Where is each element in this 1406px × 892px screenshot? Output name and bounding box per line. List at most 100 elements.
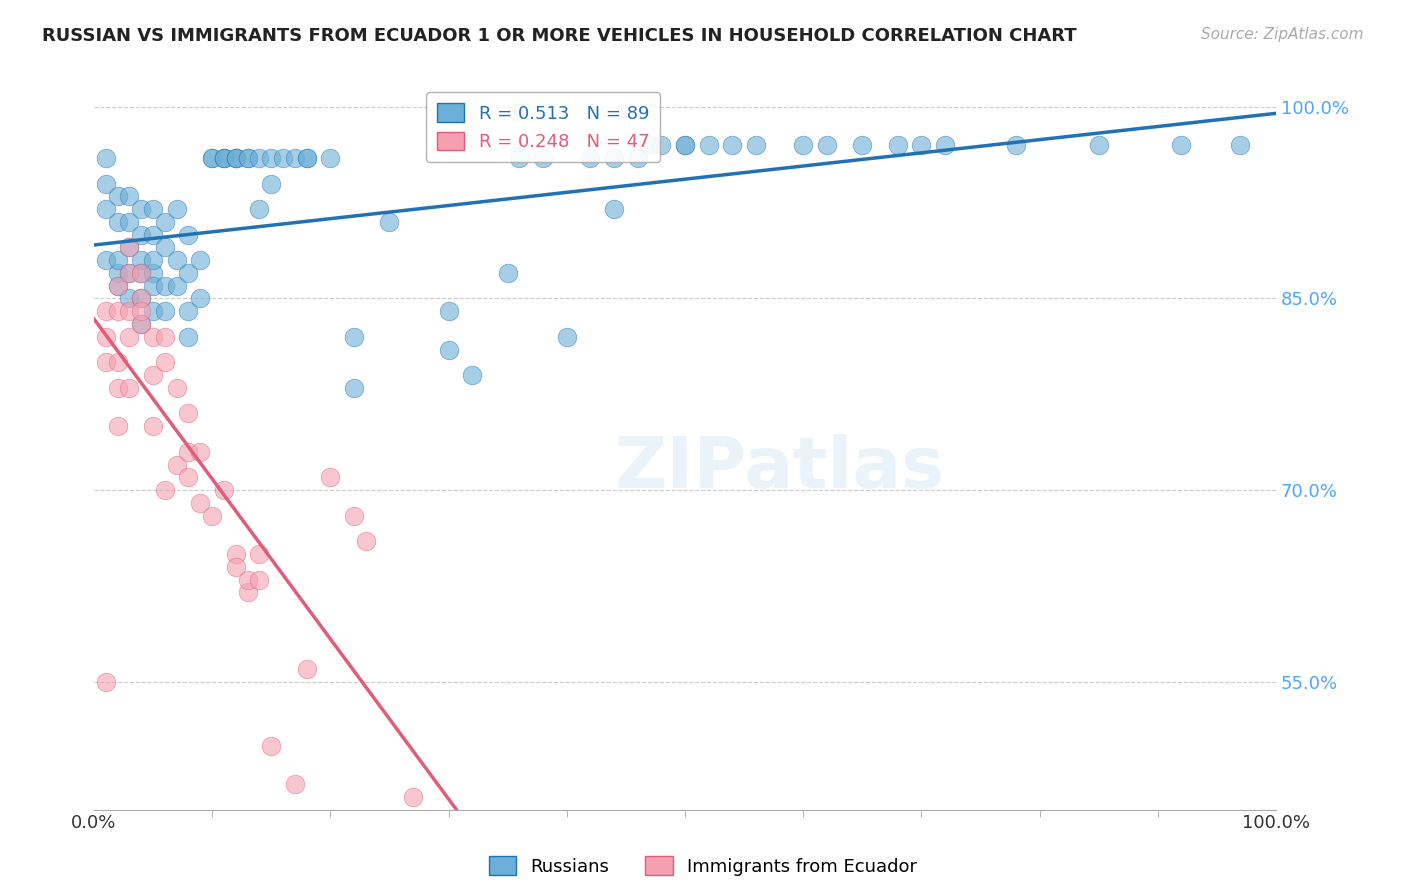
Point [673,138,696,153]
Point [129,202,152,216]
Point [107,215,129,229]
Point [260,177,283,191]
Point [343,508,366,523]
Point [910,138,932,153]
Point [129,253,152,268]
Point [118,266,141,280]
Point [118,240,141,254]
Legend: R = 0.513   N = 89, R = 0.248   N = 47: R = 0.513 N = 89, R = 0.248 N = 47 [426,93,659,161]
Point [107,278,129,293]
Point [319,470,342,484]
Point [249,151,271,165]
Point [249,202,271,216]
Point [94,330,117,344]
Point [1005,138,1028,153]
Point [354,534,377,549]
Point [225,151,247,165]
Point [118,215,141,229]
Point [603,202,626,216]
Point [201,151,224,165]
Point [188,445,211,459]
Point [118,240,141,254]
Point [319,151,342,165]
Point [129,292,152,306]
Point [177,445,200,459]
Point [142,278,165,293]
Text: RUSSIAN VS IMMIGRANTS FROM ECUADOR 1 OR MORE VEHICLES IN HOUSEHOLD CORRELATION C: RUSSIAN VS IMMIGRANTS FROM ECUADOR 1 OR … [42,27,1077,45]
Point [260,151,283,165]
Point [107,278,129,293]
Point [129,266,152,280]
Point [142,266,165,280]
Point [118,330,141,344]
Point [153,330,176,344]
Point [201,508,224,523]
Point [129,266,152,280]
Point [461,368,484,383]
Point [236,151,259,165]
Point [166,381,188,395]
Point [107,189,129,203]
Point [118,189,141,203]
Point [225,151,247,165]
Point [153,240,176,254]
Point [177,266,200,280]
Point [1087,138,1109,153]
Point [129,304,152,318]
Point [555,330,578,344]
Point [142,368,165,383]
Point [107,304,129,318]
Point [697,138,720,153]
Text: ZIPatlas: ZIPatlas [614,434,945,503]
Point [295,151,318,165]
Point [343,330,366,344]
Point [212,151,235,165]
Point [107,266,129,280]
Point [94,304,117,318]
Point [129,317,152,331]
Point [107,253,129,268]
Point [177,330,200,344]
Point [166,202,188,216]
Point [745,138,768,153]
Point [343,381,366,395]
Point [94,202,117,216]
Point [260,739,283,753]
Point [177,470,200,484]
Text: Source: ZipAtlas.com: Source: ZipAtlas.com [1201,27,1364,42]
Point [673,138,696,153]
Point [118,381,141,395]
Point [236,573,259,587]
Point [177,304,200,318]
Point [531,151,554,165]
Point [815,138,838,153]
Point [402,789,425,804]
Point [225,559,247,574]
Point [153,483,176,497]
Point [129,227,152,242]
Point [284,777,307,791]
Point [177,227,200,242]
Point [94,151,117,165]
Point [166,458,188,472]
Point [650,138,672,153]
Point [94,177,117,191]
Point [638,138,661,153]
Point [1170,138,1192,153]
Point [153,304,176,318]
Point [107,381,129,395]
Point [118,266,141,280]
Point [284,151,307,165]
Point [129,317,152,331]
Point [225,547,247,561]
Point [249,547,271,561]
Point [437,343,460,357]
Point [201,151,224,165]
Point [721,138,744,153]
Point [94,674,117,689]
Point [142,419,165,434]
Point [188,292,211,306]
Point [166,278,188,293]
Point [94,355,117,369]
Point [437,304,460,318]
